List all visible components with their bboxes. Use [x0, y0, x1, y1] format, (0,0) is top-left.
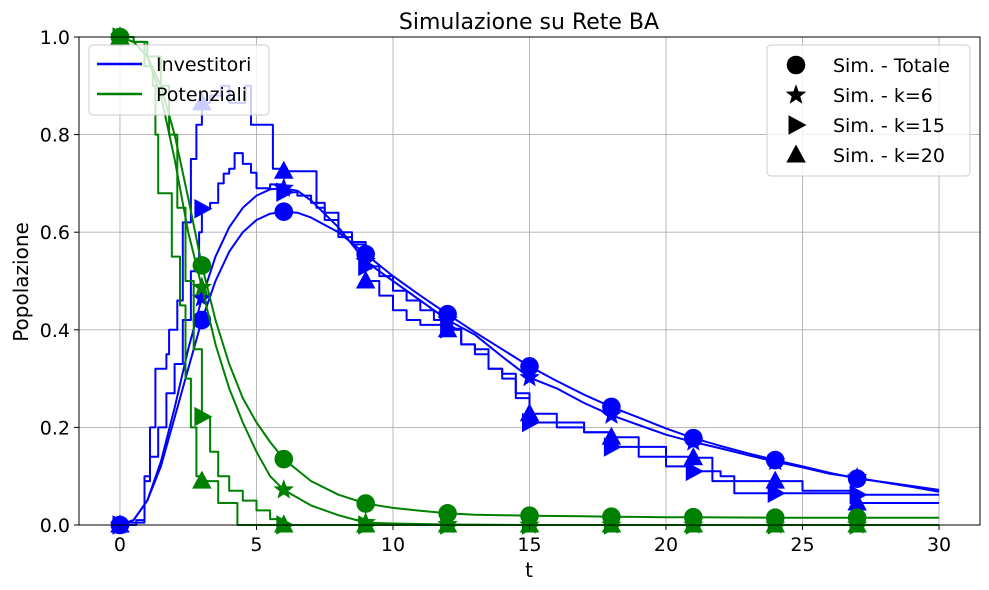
- investitori-triangle-up-marker: [683, 447, 704, 466]
- potenziali-triangle-up-marker: [355, 514, 376, 533]
- x-axis-label: t: [525, 558, 533, 582]
- potenziali-triangle-up-marker: [192, 470, 212, 489]
- investitori-circle-marker: [274, 202, 294, 222]
- investitori-triangle-up-marker: [519, 403, 540, 422]
- investitori-triangle-up-marker: [847, 492, 867, 511]
- investitori-star-marker: [191, 287, 213, 307]
- investitori-circle-marker: [520, 357, 539, 376]
- investitori-triangle-up-marker: [110, 514, 130, 533]
- potenziali-circle-line: [119, 36, 939, 519]
- legend-marker-label: Sim. - k=6: [833, 85, 933, 107]
- x-tick-label: 15: [517, 534, 541, 556]
- investitori-triangle-right-marker: [685, 461, 704, 482]
- y-tick-label: 0.2: [40, 417, 70, 439]
- potenziali-triangle-up-marker: [274, 514, 294, 533]
- investitori-triangle-up-line: [120, 84, 939, 526]
- investitori-triangle-up-marker: [601, 426, 622, 445]
- investitori-star-marker: [519, 366, 540, 387]
- x-tick-label: 25: [790, 534, 814, 556]
- y-tick-label: 0.4: [40, 320, 70, 342]
- legend-marker-swatch: [786, 144, 806, 163]
- investitori-triangle-up-marker: [437, 319, 458, 338]
- potenziali-triangle-up-marker: [110, 26, 130, 45]
- investitori-triangle-right-marker: [194, 199, 213, 219]
- potenziali-circle-marker: [274, 449, 294, 469]
- y-tick-label: 0.6: [40, 222, 70, 244]
- investitori-triangle-up-marker: [274, 160, 294, 179]
- y-tick-label: 1.0: [40, 27, 70, 49]
- potenziali-star-marker: [273, 479, 294, 499]
- legend-lines: Investitori Potenziali: [88, 44, 270, 116]
- legend-marker-swatch: [788, 115, 807, 135]
- x-tick-label: 10: [381, 534, 405, 556]
- investitori-star-marker: [683, 431, 704, 451]
- investitori-triangle-right-marker: [276, 182, 295, 202]
- potenziali-circle-marker: [356, 494, 375, 513]
- potenziali-triangle-up-marker: [765, 514, 785, 533]
- legend-marker-swatch: [786, 55, 806, 75]
- legend-markers: Sim. - Totale Sim. - k=6 Sim. - k=15 Sim. -…: [766, 44, 971, 177]
- investitori-triangle-up-marker: [355, 270, 376, 289]
- potenziali-triangle-up-marker: [601, 514, 622, 533]
- legend-markers-box: [766, 44, 971, 177]
- investitori-triangle-right-marker: [358, 256, 377, 277]
- x-tick-label: 20: [654, 534, 678, 556]
- y-axis-label: Popolazione: [9, 222, 33, 342]
- legend-marker-swatch: [785, 84, 807, 104]
- potenziali-triangle-up-marker: [519, 514, 540, 533]
- legend-marker-label: Sim. - k=15: [833, 115, 945, 137]
- potenziali-triangle-up-marker: [437, 514, 458, 533]
- potenziali-star-marker: [191, 276, 213, 297]
- legend-line-label: Potenziali: [156, 84, 247, 106]
- y-tick-label: 0.8: [40, 125, 70, 147]
- investitori-star-marker: [846, 466, 868, 487]
- investitori-star-marker: [765, 450, 786, 471]
- x-tick-label: 0: [114, 534, 126, 556]
- legend-lines-box: [88, 44, 270, 116]
- potenziali-triangle-right-marker: [194, 406, 213, 427]
- chart-title: Simulazione su Rete BA: [399, 10, 659, 35]
- y-tick-label: 0.0: [40, 515, 70, 537]
- legend-marker-label: Sim. - Totale: [833, 55, 950, 77]
- ticks: 0 5 10 15 20 25 30 0.0 0.2 0.4 0.6 0.8 1.0: [40, 27, 951, 556]
- potenziali-triangle-up-marker: [683, 514, 704, 533]
- x-tick-label: 5: [250, 534, 262, 556]
- investitori-triangle-up-marker: [765, 470, 785, 489]
- investitori-star-marker: [601, 404, 622, 424]
- x-tick-label: 30: [927, 534, 951, 556]
- legend-line-label: Investitori: [156, 54, 251, 76]
- legend-marker-label: Sim. - k=20: [833, 145, 945, 167]
- potenziali-triangle-up-marker: [847, 514, 867, 533]
